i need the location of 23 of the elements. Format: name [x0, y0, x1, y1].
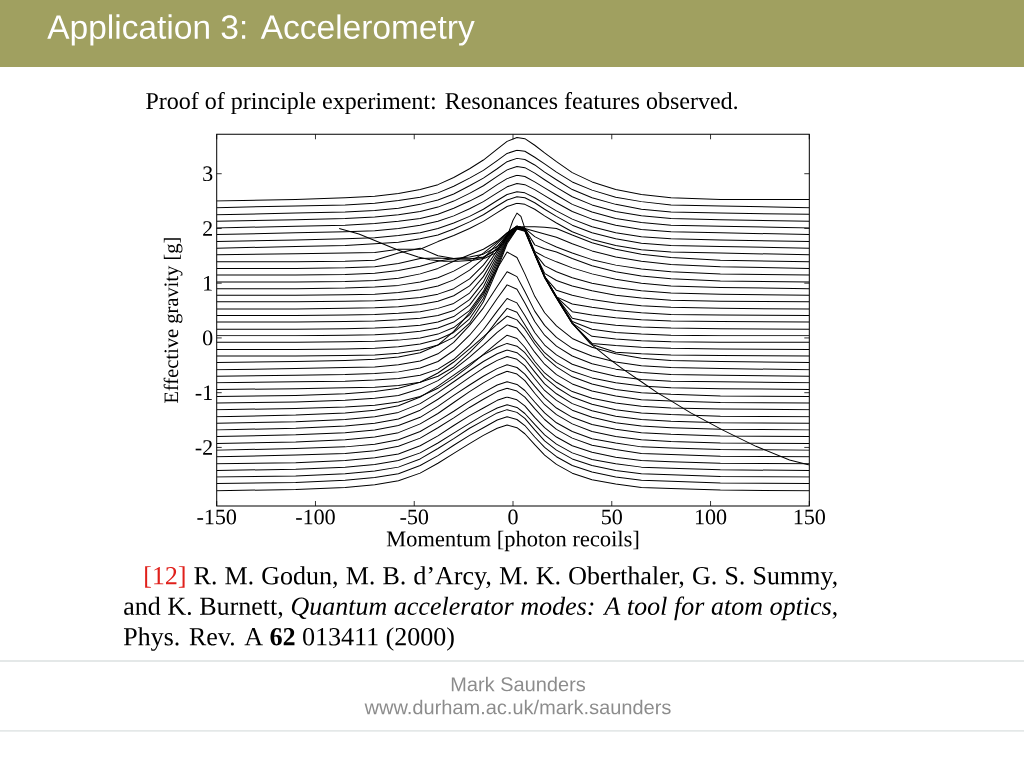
text: and K. Burnett, Quantum accelerator modes: A tool for atom optics, — [124, 596, 837, 621]
x-axis-title: Momentum [photon recoils] — [386, 530, 639, 552]
y-tick-label: 2 — [203, 221, 212, 236]
x-tick-label: 0 — [508, 509, 518, 525]
y-tick-label: -2 — [195, 440, 212, 455]
x-tick-label: 150 — [794, 509, 825, 525]
y-tick-label: 0 — [203, 330, 213, 346]
x-tick-label: 50 — [602, 509, 622, 525]
text: www.durham.ac.uk/mark.saunders — [364, 699, 671, 715]
text: R. M. Godun, M. B. d’Arcy, M. K. Oberthaler, G. S. Summy, — [194, 566, 837, 590]
chart-subtitle: Proof of principle experiment: Resonances features observed. — [146, 91, 738, 114]
y-axis-title: Effective gravity [g] — [163, 238, 183, 404]
x-tick-label: -150 — [197, 509, 237, 525]
text: Phys. Rev. A 62 013411 (2000) — [123, 627, 454, 651]
y-tick-label: 3 — [203, 166, 213, 182]
x-tick-label: -100 — [296, 509, 335, 525]
y-tick-label: -1 — [195, 385, 212, 400]
x-tick-label: 100 — [695, 509, 727, 525]
x-tick-label: -50 — [400, 509, 429, 525]
y-tick-label: 1 — [204, 275, 212, 291]
text: Mark Saunders — [451, 676, 586, 692]
text: [12] — [145, 566, 185, 588]
chart-title: Application 3: Accelerometry — [47, 14, 475, 46]
